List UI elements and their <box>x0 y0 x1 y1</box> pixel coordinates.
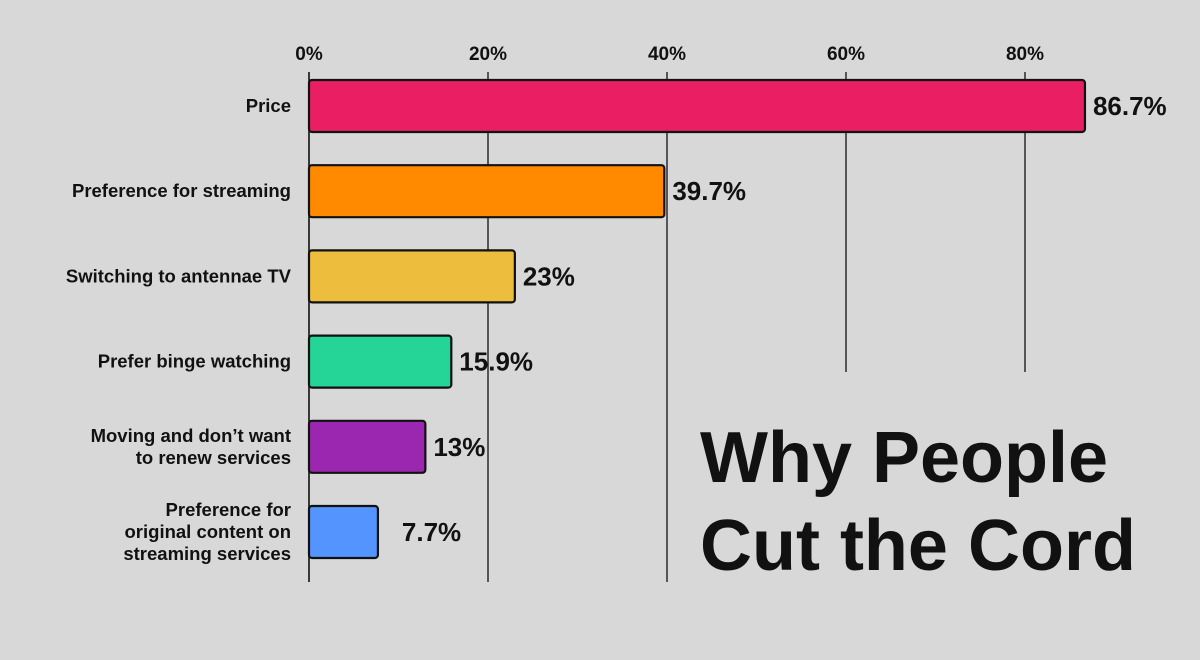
value-label: 86.7% <box>1093 91 1167 121</box>
bar-0 <box>307 78 1087 134</box>
value-label: 23% <box>523 261 575 291</box>
x-tick-label: 60% <box>827 44 865 65</box>
category-label: Prefer binge watching <box>98 351 291 372</box>
x-tick-label: 40% <box>648 44 686 65</box>
x-tick-label: 80% <box>1006 44 1044 65</box>
bar-4 <box>307 419 427 474</box>
x-tick-label: 0% <box>295 44 323 65</box>
bar-3 <box>307 334 453 389</box>
chart-title-line: Cut the Cord <box>700 506 1136 586</box>
x-tick-label: 20% <box>469 44 507 65</box>
chart-title-line: Why People <box>700 418 1108 498</box>
value-label: 15.9% <box>459 347 533 377</box>
bar-1 <box>307 164 666 219</box>
value-label: 7.7% <box>402 517 461 547</box>
value-label: 13% <box>433 432 485 462</box>
bar-2 <box>307 249 516 304</box>
category-label: Moving and don’t want to renew services <box>91 425 291 468</box>
category-label: Preference for streaming <box>72 180 291 201</box>
category-label: Preference for original content on streami… <box>123 499 291 564</box>
category-label: Switching to antennae TV <box>66 265 292 286</box>
bar-5 <box>307 504 380 560</box>
value-label: 39.7% <box>672 176 746 206</box>
category-label: Price <box>246 95 291 116</box>
